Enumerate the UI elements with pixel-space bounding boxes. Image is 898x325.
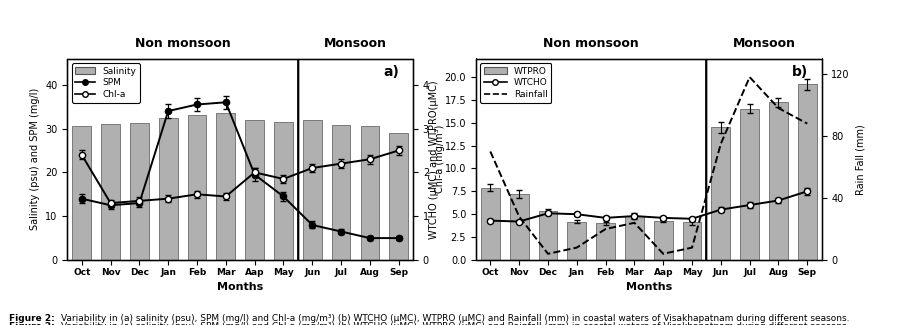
Legend: WTPRO, WTCHO, Rainfall: WTPRO, WTCHO, Rainfall: [480, 63, 551, 103]
Bar: [216, 113, 235, 260]
Bar: [798, 84, 816, 260]
Y-axis label: Rain Fall (mm): Rain Fall (mm): [856, 124, 866, 195]
Text: b): b): [792, 65, 808, 79]
Bar: [740, 109, 759, 260]
Bar: [625, 216, 644, 260]
Bar: [481, 188, 499, 260]
Y-axis label: WTCHO (μMC) and WTPRO(μMC): WTCHO (μMC) and WTPRO(μMC): [429, 80, 439, 239]
Bar: [67, 58, 298, 260]
Legend: Salinity, SPM, Chl-a: Salinity, SPM, Chl-a: [72, 63, 140, 103]
Bar: [707, 58, 822, 260]
Bar: [130, 123, 149, 260]
Y-axis label: Chl-a (mg/m³): Chl-a (mg/m³): [435, 125, 445, 193]
Bar: [390, 133, 408, 260]
Bar: [476, 58, 707, 260]
Text: Figure 2:: Figure 2:: [9, 314, 57, 323]
Bar: [769, 102, 788, 260]
Bar: [331, 125, 350, 260]
Bar: [682, 222, 701, 260]
Text: Monsoon: Monsoon: [324, 37, 387, 50]
Bar: [159, 118, 178, 260]
Text: Non monsoon: Non monsoon: [135, 37, 231, 50]
Bar: [711, 127, 730, 260]
Bar: [188, 115, 207, 260]
Text: Variability in (a) salinity (psu), SPM (mg/l) and Chl-a (mg/m³) (b) WTCHO (μMC),: Variability in (a) salinity (psu), SPM (…: [61, 322, 850, 325]
Text: a): a): [383, 65, 400, 79]
X-axis label: Months: Months: [626, 282, 672, 292]
Bar: [101, 124, 120, 260]
Text: Monsoon: Monsoon: [733, 37, 796, 50]
Text: Figure 2:: Figure 2:: [9, 322, 57, 325]
Bar: [539, 212, 558, 260]
Bar: [568, 222, 586, 260]
Bar: [298, 58, 413, 260]
Bar: [510, 194, 529, 260]
Bar: [245, 120, 264, 260]
Bar: [360, 126, 379, 260]
Y-axis label: Salinity (psu) and SPM (mg/l): Salinity (psu) and SPM (mg/l): [30, 88, 40, 230]
Bar: [274, 122, 293, 260]
Text: Variability in (a) salinity (psu), SPM (mg/l) and Chl-a (mg/m³) (b) WTCHO (μMC),: Variability in (a) salinity (psu), SPM (…: [61, 314, 850, 323]
Bar: [73, 126, 91, 260]
Bar: [596, 223, 615, 260]
X-axis label: Months: Months: [217, 282, 263, 292]
Bar: [303, 120, 321, 260]
Bar: [654, 221, 673, 260]
Text: Non monsoon: Non monsoon: [543, 37, 639, 50]
